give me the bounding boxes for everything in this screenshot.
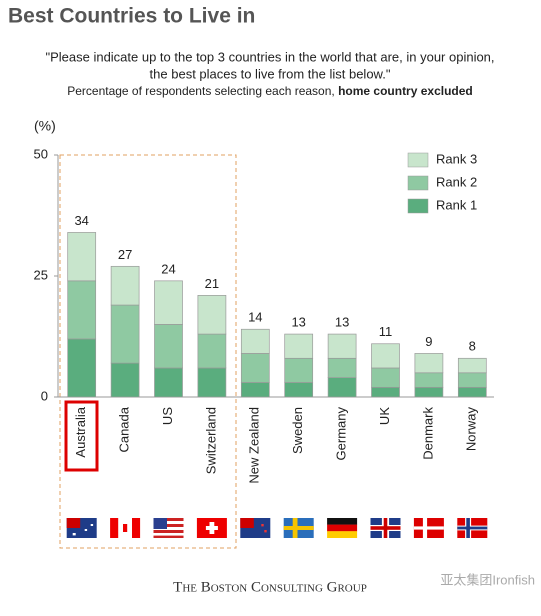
bar-segment bbox=[457, 386, 487, 398]
flag-part bbox=[153, 518, 184, 521]
bar-segment bbox=[240, 353, 270, 383]
bar-segment bbox=[284, 333, 314, 359]
bar-segment bbox=[457, 372, 487, 388]
legend-label: Rank 3 bbox=[436, 151, 477, 166]
flag-part bbox=[261, 524, 264, 527]
x-tick-label: Germany bbox=[334, 407, 349, 461]
y-tick-label: 25 bbox=[34, 267, 48, 282]
flag-part bbox=[72, 533, 76, 536]
total-label: 11 bbox=[379, 324, 393, 339]
highlight-box bbox=[59, 154, 237, 549]
total-label: 8 bbox=[469, 339, 476, 354]
total-label: 34 bbox=[74, 213, 88, 228]
bar-segment bbox=[197, 367, 227, 398]
flag-part bbox=[153, 535, 184, 538]
flag-part bbox=[327, 524, 358, 532]
flag-part bbox=[240, 518, 254, 528]
bar-segment bbox=[414, 353, 444, 374]
y-axis-label: (%) bbox=[34, 118, 56, 134]
x-tick-label: Switzerland bbox=[203, 407, 218, 474]
y-tick-label: 0 bbox=[41, 388, 48, 403]
x-tick-label: New Zealand bbox=[247, 407, 262, 484]
flag-part bbox=[123, 524, 128, 532]
total-label: 21 bbox=[205, 276, 219, 291]
subtitle-bold: home country excluded bbox=[338, 84, 473, 98]
flag-part bbox=[66, 518, 81, 528]
bar-segment bbox=[110, 304, 140, 364]
x-tick-label: Canada bbox=[117, 406, 132, 452]
bar-segment bbox=[414, 372, 444, 388]
bar-segment bbox=[197, 295, 227, 335]
bar-segment bbox=[327, 377, 357, 398]
x-tick-label: Norway bbox=[464, 407, 479, 452]
total-label: 13 bbox=[291, 315, 305, 330]
flag-part bbox=[370, 526, 401, 530]
bar-segment bbox=[154, 280, 183, 325]
flag-part bbox=[413, 526, 444, 530]
x-tick-label: UK bbox=[377, 407, 392, 425]
legend-swatch bbox=[407, 175, 429, 191]
total-label: 13 bbox=[335, 315, 349, 330]
bar-segment bbox=[371, 367, 400, 388]
bar-segment bbox=[110, 362, 140, 398]
x-tick-label: US bbox=[160, 407, 175, 425]
bar-segment bbox=[67, 338, 97, 398]
bar-segment bbox=[371, 386, 400, 398]
flag-part bbox=[153, 530, 184, 533]
bar-segment bbox=[67, 232, 97, 282]
subtitle-text: Percentage of respondents selecting each… bbox=[67, 84, 338, 98]
footer: The Boston Consulting Group bbox=[173, 579, 367, 595]
highlight-label-box bbox=[64, 400, 99, 472]
total-label: 14 bbox=[248, 310, 262, 325]
y-tick-label: 50 bbox=[34, 146, 48, 161]
bar-segment bbox=[371, 343, 400, 369]
bar-segment bbox=[414, 386, 444, 398]
bar-segment bbox=[154, 367, 183, 398]
legend-label: Rank 1 bbox=[436, 197, 477, 212]
flag-part bbox=[153, 518, 167, 529]
bar-segment bbox=[110, 265, 140, 306]
x-tick-label: Australia bbox=[73, 406, 88, 457]
flag-part bbox=[153, 524, 184, 527]
legend-swatch bbox=[407, 152, 429, 168]
bar-segment bbox=[197, 333, 227, 369]
flag-part bbox=[327, 518, 358, 525]
x-tick-label: Denmark bbox=[420, 407, 435, 460]
quote: "Please indicate up to the top 3 countri… bbox=[45, 49, 494, 64]
total-label: 27 bbox=[118, 247, 132, 262]
x-tick-label: Sweden bbox=[290, 407, 305, 454]
flag-part bbox=[327, 531, 358, 538]
bar-segment bbox=[284, 382, 314, 398]
flag-part bbox=[264, 530, 267, 533]
bar-segment bbox=[457, 357, 487, 374]
flag-part bbox=[90, 524, 94, 526]
flag-part bbox=[283, 526, 314, 530]
quote: the best places to live from the list be… bbox=[150, 66, 391, 81]
bar-segment bbox=[327, 357, 357, 378]
bar-segment bbox=[327, 333, 357, 359]
bar-segment bbox=[240, 328, 270, 354]
subtitle: Percentage of respondents selecting each… bbox=[67, 84, 473, 98]
bar-segment bbox=[154, 324, 183, 369]
total-label: 24 bbox=[161, 261, 175, 276]
flag-part bbox=[205, 526, 218, 530]
watermark: 亚太集团Ironfish bbox=[440, 572, 535, 587]
bar-segment bbox=[240, 382, 270, 398]
chart-title: Best Countries to Live in bbox=[8, 5, 255, 28]
bar-segment bbox=[67, 280, 97, 340]
legend-label: Rank 2 bbox=[436, 174, 477, 189]
flag-part bbox=[457, 526, 488, 530]
total-label: 9 bbox=[425, 334, 432, 349]
legend-swatch bbox=[407, 198, 429, 214]
flag-part bbox=[84, 529, 88, 531]
bar-segment bbox=[284, 357, 314, 383]
